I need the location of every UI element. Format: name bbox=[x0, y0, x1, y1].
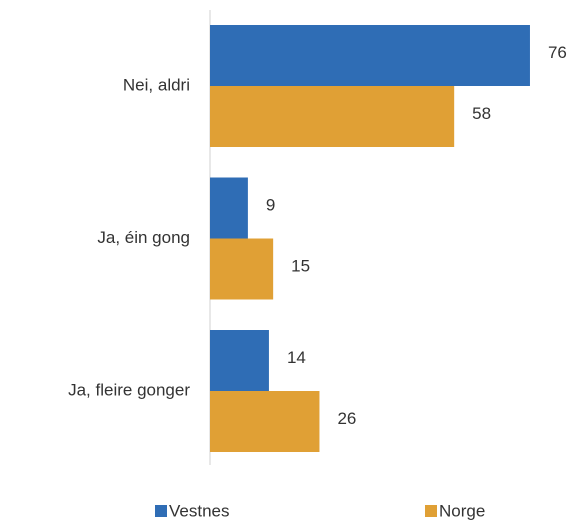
legend-swatch bbox=[155, 505, 167, 517]
bar bbox=[210, 177, 248, 239]
value-label: 26 bbox=[337, 409, 356, 428]
value-label: 9 bbox=[266, 195, 275, 214]
legend-label: Vestnes bbox=[169, 501, 230, 520]
value-label: 15 bbox=[291, 256, 310, 275]
bar bbox=[210, 238, 274, 300]
bar bbox=[210, 25, 530, 86]
category-label: Ja, fleire gonger bbox=[68, 380, 190, 399]
value-label: 76 bbox=[548, 43, 567, 62]
legend-swatch bbox=[425, 505, 437, 517]
legend-label: Norge bbox=[439, 501, 485, 520]
value-label: 14 bbox=[287, 348, 306, 367]
category-label: Nei, aldri bbox=[123, 75, 190, 94]
bar bbox=[210, 391, 320, 452]
category-label: Ja, éin gong bbox=[97, 228, 190, 247]
bar bbox=[210, 330, 269, 391]
bar bbox=[210, 86, 455, 147]
value-label: 58 bbox=[472, 104, 491, 123]
